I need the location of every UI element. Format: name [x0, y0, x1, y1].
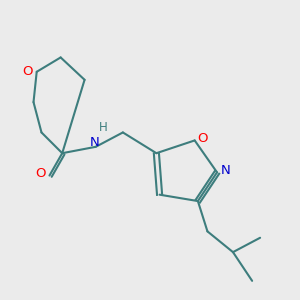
Text: N: N — [90, 136, 100, 149]
Text: O: O — [35, 167, 46, 180]
Text: H: H — [99, 121, 108, 134]
Text: O: O — [22, 65, 33, 78]
Text: O: O — [197, 132, 208, 145]
Text: N: N — [221, 164, 231, 177]
